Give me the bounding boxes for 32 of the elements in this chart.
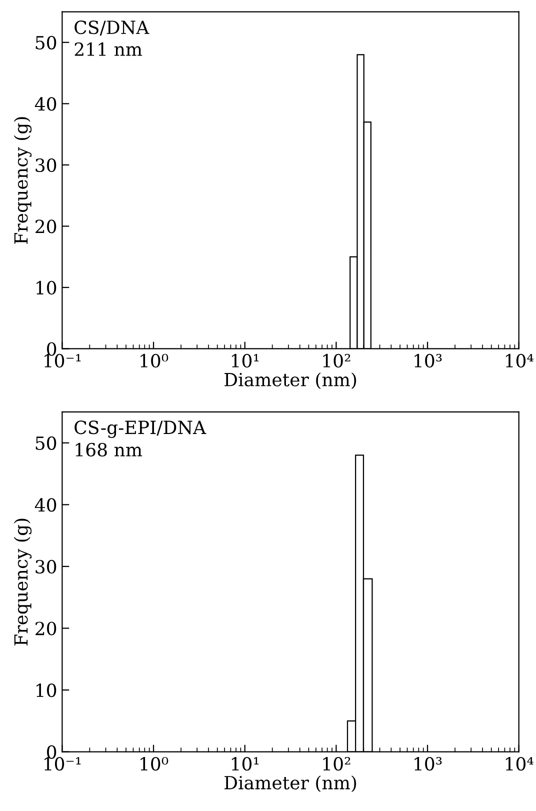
annotation: 211 nm — [74, 42, 142, 56]
x-tick-label: 10¹ — [232, 756, 259, 771]
x-axis-title: Diameter (nm) — [224, 776, 356, 792]
y-tick-label: 40 — [34, 498, 56, 512]
x-tick-label: 10⁰ — [140, 354, 168, 368]
x-axis-title: Diameter (nm) — [224, 372, 356, 389]
y-tick-label: 20 — [36, 622, 56, 636]
y-tick-label: 30 — [36, 158, 56, 172]
y-tick-label: 10 — [36, 280, 56, 295]
x-tick-label: 10⁴ — [506, 354, 534, 368]
y-axis-title: Frequency (g) — [14, 518, 32, 646]
x-tick-label: 10⁻¹ — [44, 354, 81, 368]
y-tick-label: 0 — [47, 342, 56, 356]
x-tick-label: 10³ — [414, 756, 442, 771]
x-tick-label: 10³ — [414, 354, 442, 368]
x-tick-label: 10² — [323, 354, 350, 368]
y-tick-label: 40 — [34, 97, 56, 111]
annotation: CS/DNA — [74, 20, 150, 36]
annotation: 168 nm — [76, 442, 142, 457]
y-tick-label: 50 — [36, 436, 56, 450]
x-tick-label: 10² — [323, 756, 350, 771]
y-tick-label: 50 — [36, 36, 56, 50]
annotation: CS-g-EPI/DNA — [74, 420, 206, 438]
y-tick-label: 10 — [36, 683, 56, 698]
y-tick-label: 0 — [47, 745, 56, 759]
x-tick-label: 10¹ — [232, 354, 259, 368]
y-axis-title: Frequency (g) — [14, 117, 32, 244]
x-tick-label: 10⁻¹ — [44, 756, 81, 771]
x-tick-label: 10⁰ — [140, 756, 168, 771]
y-tick-label: 20 — [36, 220, 56, 234]
y-tick-label: 30 — [36, 560, 56, 574]
x-tick-label: 10⁴ — [506, 756, 534, 771]
